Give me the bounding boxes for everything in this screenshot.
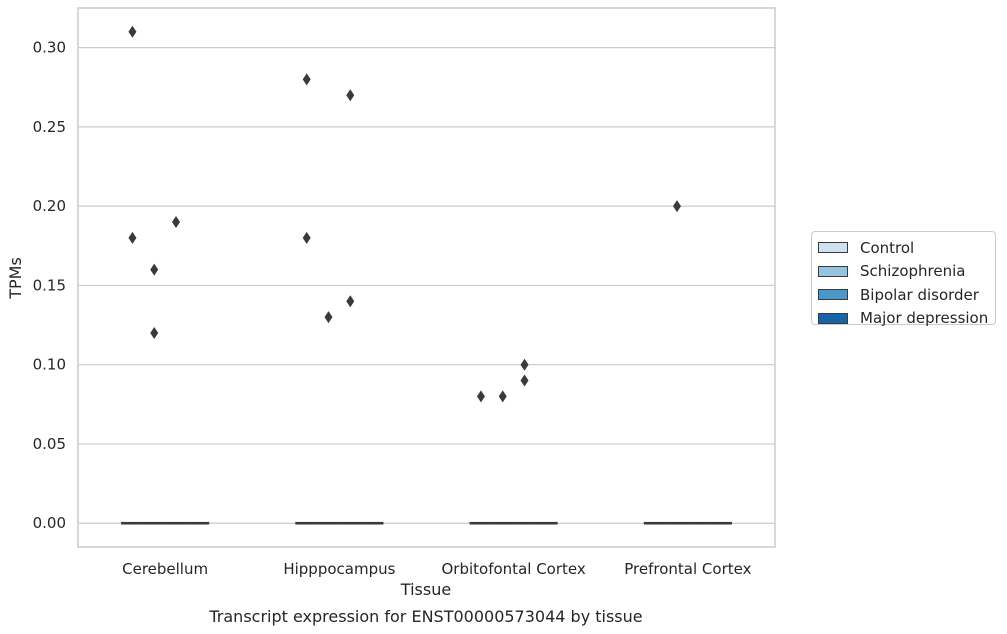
legend-item: Control: [818, 236, 995, 260]
legend-item: Schizophrenia: [818, 260, 995, 284]
x-tick-label: Prefrontal Cortex: [624, 560, 751, 578]
outlier-point: [476, 390, 485, 403]
legend-label: Schizophrenia: [860, 262, 966, 281]
legend-label: Control: [860, 238, 915, 257]
outlier-point: [128, 231, 137, 244]
x-axis-ticks: Cerebellum Hipppocampus Orbitofontal Corte…: [122, 560, 751, 578]
legend: Control Schizophrenia Bipolar disorder Majo…: [811, 231, 996, 327]
y-axis-label: TPMs: [6, 257, 25, 300]
outlier-point: [672, 200, 681, 213]
y-tick-label: 0.25: [33, 118, 66, 136]
legend-swatch: [818, 289, 848, 301]
plot-frame: [77, 7, 776, 548]
y-tick-label: 0.00: [33, 514, 66, 532]
y-axis-ticks: 0.00 0.05 0.10 0.15 0.20 0.25 0.30: [33, 39, 66, 533]
outlier-point: [324, 311, 333, 324]
outlier-point: [346, 295, 355, 308]
x-tick-label: Orbitofontal Cortex: [442, 560, 586, 578]
y-tick-label: 0.20: [33, 197, 66, 215]
x-tick-label: Hipppocampus: [283, 560, 395, 578]
legend-swatch: [818, 312, 848, 324]
y-tick-label: 0.30: [33, 39, 66, 57]
y-tick-label: 0.05: [33, 435, 66, 453]
plot-background: [78, 8, 775, 547]
chart-caption: Transcript expression for ENST0000057304…: [208, 607, 642, 626]
legend-label: Bipolar disorder: [860, 285, 979, 304]
x-axis-label: Tissue: [400, 580, 451, 599]
outlier-point: [520, 358, 529, 371]
outlier-point: [150, 263, 159, 276]
outlier-point: [128, 25, 137, 38]
outlier-points: [128, 25, 681, 403]
y-tick-label: 0.10: [33, 356, 66, 374]
legend-label: Major depression: [860, 309, 989, 328]
outlier-point: [302, 73, 311, 86]
outlier-point: [172, 216, 181, 229]
legend-swatch: [818, 242, 848, 254]
x-tick-label: Cerebellum: [122, 560, 208, 578]
legend-item: Bipolar disorder: [818, 283, 995, 307]
outlier-point: [498, 390, 507, 403]
y-tick-label: 0.15: [33, 276, 66, 294]
outlier-point: [346, 89, 355, 102]
outlier-point: [150, 326, 159, 339]
boxes: [121, 521, 732, 525]
outlier-point: [520, 374, 529, 387]
outlier-point: [302, 231, 311, 244]
legend-swatch: [818, 265, 848, 277]
legend-item: Major depression: [818, 307, 995, 331]
